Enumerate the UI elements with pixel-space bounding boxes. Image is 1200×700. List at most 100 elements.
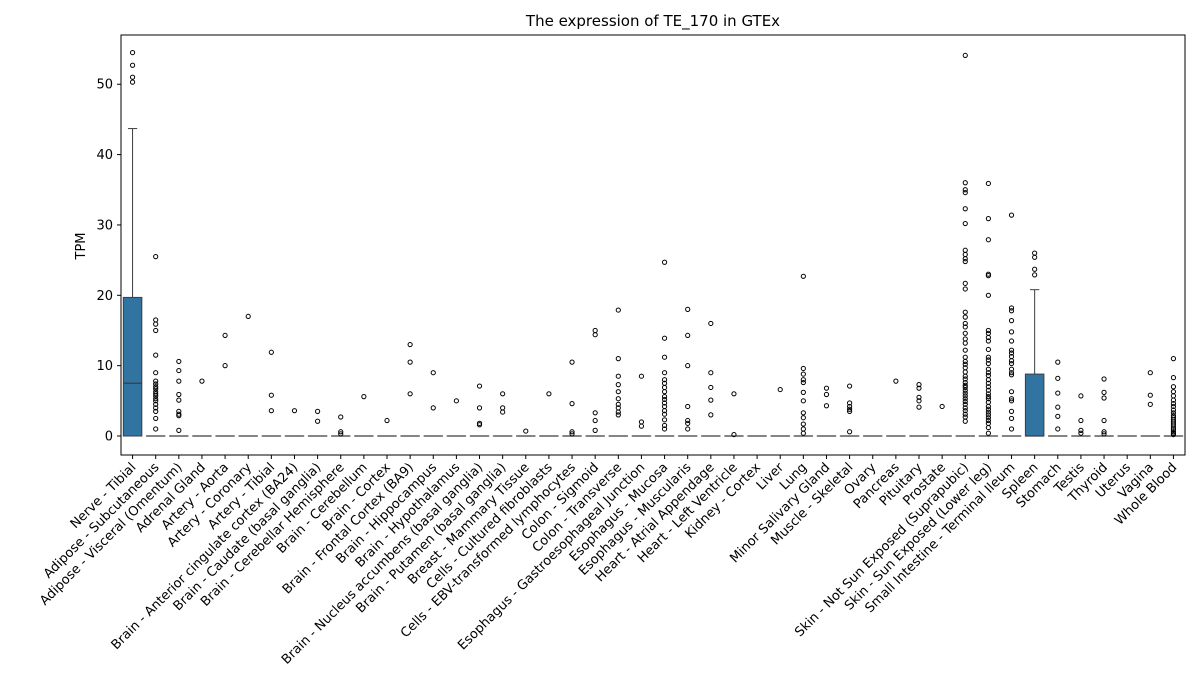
outlier-point	[129, 79, 136, 85]
outlier-point	[731, 391, 737, 397]
outlier-point	[1078, 393, 1084, 399]
outlier-point	[800, 377, 806, 383]
outlier-point	[916, 394, 922, 400]
outlier-point	[661, 422, 668, 429]
box-group	[654, 259, 675, 437]
outlier-point	[916, 382, 922, 388]
outlier-point	[153, 393, 159, 399]
outlier-point	[962, 251, 968, 258]
outlier-point	[661, 400, 668, 406]
outlier-point	[1008, 305, 1015, 311]
outlier-point	[1008, 329, 1015, 335]
outlier-point	[1008, 366, 1015, 372]
outlier-point	[985, 380, 991, 386]
outlier-point	[985, 396, 991, 402]
outlier-point	[153, 386, 159, 392]
outlier-point	[962, 330, 968, 336]
outlier-point	[985, 237, 991, 243]
box-group	[701, 320, 721, 437]
y-tick-label: 20	[96, 289, 113, 304]
outlier-point	[985, 354, 991, 360]
outlier-point	[893, 378, 899, 384]
outlier-point	[315, 408, 321, 414]
outlier-point	[500, 409, 506, 415]
box-group	[377, 417, 397, 437]
outlier-point	[985, 360, 991, 367]
outlier-point	[1147, 370, 1153, 376]
box-group	[1001, 212, 1022, 437]
box-group	[886, 378, 906, 437]
outlier-point	[661, 354, 668, 360]
outlier-point	[800, 410, 806, 416]
outlier-point	[661, 335, 668, 341]
outlier-point	[962, 309, 968, 315]
outlier-point	[962, 354, 968, 360]
outlier-point	[1055, 413, 1061, 419]
outlier-point	[222, 332, 228, 339]
outlier-point	[153, 384, 159, 390]
outlier-point	[476, 383, 483, 389]
box-group	[585, 327, 605, 437]
outlier-point	[661, 417, 668, 423]
outlier-point	[962, 369, 968, 375]
outlier-point	[985, 216, 991, 222]
outlier-point	[985, 430, 991, 436]
box-group	[423, 370, 444, 437]
chart-title: The expression of TE_170 in GTEx	[525, 12, 780, 31]
box-group	[932, 403, 952, 437]
outlier-point	[985, 180, 991, 187]
outlier-point	[1101, 429, 1107, 435]
outlier-point	[800, 426, 806, 432]
outlier-point	[153, 352, 159, 358]
y-tick-label: 40	[96, 148, 113, 163]
outlier-point	[268, 392, 274, 398]
outlier-point	[1055, 390, 1061, 396]
outlier-point	[962, 206, 968, 212]
outlier-point	[985, 372, 991, 379]
outlier-point	[962, 247, 968, 253]
outlier-point	[985, 357, 991, 363]
outlier-point	[1147, 401, 1153, 407]
outlier-point	[615, 412, 621, 418]
outlier-point	[962, 347, 968, 353]
outlier-point	[500, 391, 506, 397]
outlier-point	[847, 403, 853, 410]
outlier-point	[962, 336, 968, 342]
box-group	[1163, 356, 1184, 438]
outlier-point	[685, 426, 691, 432]
outlier-point	[268, 349, 274, 355]
outlier-point	[731, 431, 737, 438]
outlier-point	[985, 346, 991, 353]
outlier-point	[1101, 389, 1107, 395]
outlier-point	[268, 408, 274, 414]
outlier-point	[1101, 417, 1107, 424]
outlier-point	[129, 49, 136, 56]
y-axis: 0 10 20 30 40 50	[96, 78, 121, 445]
box-group	[1048, 359, 1068, 437]
outlier-point	[129, 62, 136, 68]
outlier-point	[1170, 356, 1177, 362]
outlier-point	[638, 419, 645, 425]
outlier-point	[153, 378, 159, 384]
outlier-point	[985, 420, 991, 426]
y-tick-label: 30	[96, 218, 113, 233]
outlier-point	[315, 418, 321, 424]
outlier-point	[153, 398, 159, 404]
outlier-point	[962, 314, 968, 320]
outlier-point	[962, 361, 968, 367]
outlier-point	[546, 391, 552, 397]
outlier-point	[592, 427, 598, 433]
outlier-point	[430, 405, 436, 411]
outlier-point	[1008, 308, 1015, 314]
outlier-point	[1101, 376, 1107, 382]
outlier-point	[153, 391, 159, 397]
outlier-point	[985, 387, 991, 393]
outlier-point	[962, 340, 968, 346]
outlier-point	[962, 187, 968, 193]
outlier-point	[476, 422, 483, 428]
outlier-point	[1101, 395, 1107, 401]
outlier-point	[661, 426, 668, 432]
outlier-point	[361, 394, 367, 400]
